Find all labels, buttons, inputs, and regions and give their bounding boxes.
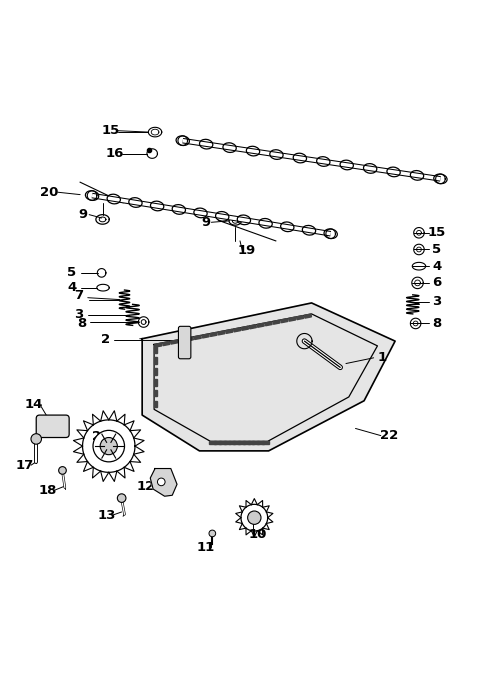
Polygon shape xyxy=(226,329,233,333)
Text: 11: 11 xyxy=(196,541,215,554)
Text: 16: 16 xyxy=(105,147,124,160)
Polygon shape xyxy=(179,339,185,343)
Text: 4: 4 xyxy=(432,260,441,273)
Circle shape xyxy=(31,433,41,444)
Text: 17: 17 xyxy=(15,459,34,472)
Polygon shape xyxy=(228,441,235,444)
Polygon shape xyxy=(209,441,216,444)
Polygon shape xyxy=(241,326,249,330)
Polygon shape xyxy=(194,335,201,339)
FancyBboxPatch shape xyxy=(36,415,69,438)
Polygon shape xyxy=(154,390,157,396)
Polygon shape xyxy=(186,337,193,341)
Text: 14: 14 xyxy=(24,398,43,411)
Circle shape xyxy=(117,494,126,502)
Polygon shape xyxy=(249,325,256,329)
Polygon shape xyxy=(288,317,296,322)
Text: 9: 9 xyxy=(78,208,87,221)
Circle shape xyxy=(157,478,165,486)
Polygon shape xyxy=(224,441,230,444)
Circle shape xyxy=(93,430,124,462)
Polygon shape xyxy=(154,379,157,385)
Text: 8: 8 xyxy=(432,317,441,330)
Text: 18: 18 xyxy=(39,484,57,497)
Polygon shape xyxy=(238,441,245,444)
Text: 15: 15 xyxy=(101,124,120,137)
Text: 9: 9 xyxy=(201,216,210,229)
Polygon shape xyxy=(304,314,312,318)
Polygon shape xyxy=(257,441,264,444)
Text: 13: 13 xyxy=(97,509,116,522)
Text: 6: 6 xyxy=(432,276,441,289)
Text: 15: 15 xyxy=(428,226,446,239)
Polygon shape xyxy=(154,401,157,407)
Polygon shape xyxy=(273,320,280,324)
Polygon shape xyxy=(170,340,178,344)
Polygon shape xyxy=(202,334,209,338)
Text: 4: 4 xyxy=(67,281,77,294)
Polygon shape xyxy=(233,441,240,444)
Polygon shape xyxy=(219,441,226,444)
Polygon shape xyxy=(265,322,272,326)
Text: 21: 21 xyxy=(93,430,111,443)
FancyBboxPatch shape xyxy=(179,326,191,359)
Text: 19: 19 xyxy=(238,245,256,258)
Text: 22: 22 xyxy=(380,429,398,442)
Circle shape xyxy=(209,530,216,537)
Polygon shape xyxy=(154,357,157,364)
Polygon shape xyxy=(154,346,157,353)
Polygon shape xyxy=(262,441,269,444)
Polygon shape xyxy=(142,303,395,451)
Polygon shape xyxy=(150,469,177,496)
Text: 10: 10 xyxy=(249,528,267,541)
Polygon shape xyxy=(233,328,240,332)
Text: 3: 3 xyxy=(74,308,84,322)
Polygon shape xyxy=(163,341,170,346)
Text: 7: 7 xyxy=(74,289,84,302)
Polygon shape xyxy=(248,441,254,444)
Text: 5: 5 xyxy=(432,243,441,256)
Text: 20: 20 xyxy=(40,185,58,199)
Polygon shape xyxy=(297,315,303,319)
Text: 8: 8 xyxy=(77,317,86,330)
Polygon shape xyxy=(218,331,225,335)
Circle shape xyxy=(59,466,66,474)
Text: 2: 2 xyxy=(101,333,110,346)
Polygon shape xyxy=(210,333,217,337)
Text: 12: 12 xyxy=(136,480,155,493)
Polygon shape xyxy=(154,368,157,375)
Polygon shape xyxy=(243,441,250,444)
Polygon shape xyxy=(281,319,288,323)
Polygon shape xyxy=(214,441,221,444)
Text: 1: 1 xyxy=(378,351,387,364)
Circle shape xyxy=(100,438,117,455)
Circle shape xyxy=(248,511,261,524)
Text: 5: 5 xyxy=(68,267,77,280)
Polygon shape xyxy=(252,441,259,444)
Polygon shape xyxy=(155,343,162,347)
Text: 3: 3 xyxy=(432,295,441,308)
Polygon shape xyxy=(257,323,264,327)
